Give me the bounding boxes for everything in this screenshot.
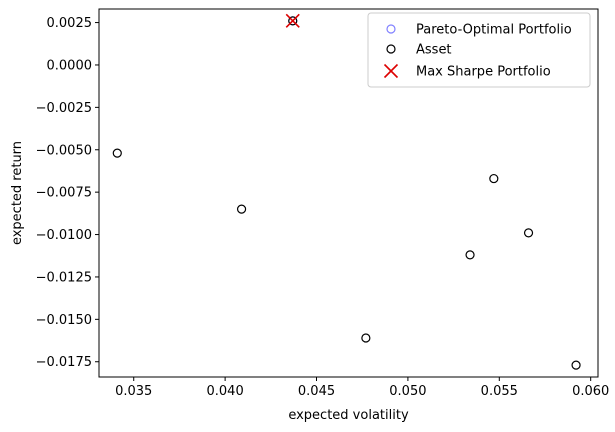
asset-point	[112, 148, 122, 158]
plot-frame	[98, 8, 599, 378]
y-axis-ticks: 0.0025 0.0000 −0.0025 −0.0050 −0.0075 −0.0100…	[36, 16, 99, 370]
y-tick-label: 0.0025	[47, 16, 93, 31]
asset-point	[288, 16, 298, 26]
y-tick-label: −0.0100	[36, 228, 92, 243]
x-tick-label: 0.040	[207, 384, 244, 399]
x-axis-ticks: 0.035 0.040 0.045 0.050 0.055 0.060	[115, 377, 609, 399]
x-tick-label: 0.035	[115, 384, 152, 399]
legend-marker-max-sharpe-portfolio	[383, 63, 399, 79]
y-tick-label: 0.0000	[47, 58, 93, 73]
y-tick-label: −0.0025	[36, 101, 92, 116]
legend-label-asset: Asset	[416, 43, 452, 58]
x-tick-label: 0.045	[298, 384, 335, 399]
asset-point	[571, 360, 581, 370]
y-tick-label: −0.0050	[36, 143, 92, 158]
legend: Pareto-Optimal Portfolio Asset Max Sharpe …	[367, 12, 591, 88]
legend-marker-asset	[386, 44, 396, 54]
x-tick-label: 0.050	[389, 384, 426, 399]
y-axis-label: expected return	[10, 141, 25, 245]
max-sharpe-portfolio-point	[285, 13, 300, 28]
asset-point	[236, 204, 247, 214]
legend-box	[367, 12, 591, 88]
x-tick-label: 0.060	[572, 384, 609, 399]
y-tick-label: −0.0075	[36, 186, 92, 201]
asset-point	[465, 250, 475, 260]
y-tick-label: −0.0150	[36, 313, 92, 328]
x-tick-label: 0.055	[481, 384, 518, 399]
legend-label-pareto-optimal-portfolio: Pareto-Optimal Portfolio	[416, 23, 572, 38]
legend-label-max-sharpe-portfolio: Max Sharpe Portfolio	[416, 65, 551, 80]
asset-point	[489, 173, 499, 184]
y-tick-label: −0.0125	[36, 270, 92, 285]
asset-point	[361, 333, 371, 343]
x-axis-label: expected volatility	[288, 408, 409, 423]
legend-marker-pareto-optimal-portfolio	[386, 24, 396, 34]
data-marks	[112, 13, 581, 370]
asset-point	[523, 228, 534, 238]
y-tick-label: −0.0175	[36, 355, 92, 370]
